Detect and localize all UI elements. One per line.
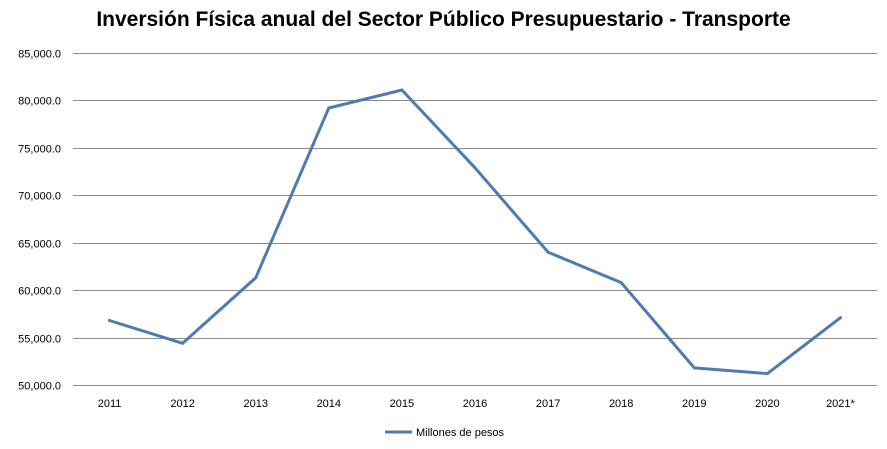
data-point bbox=[181, 341, 185, 345]
y-axis: 50,000.0 55,000.0 60,000.0 65,000.0 70,000.0… bbox=[18, 49, 61, 393]
x-tick-label: 2019 bbox=[682, 398, 706, 410]
y-tick-label: 80,000.0 bbox=[18, 96, 61, 108]
x-tick-label: 2013 bbox=[243, 398, 267, 410]
grid-lines bbox=[73, 53, 877, 386]
x-tick-label: 2012 bbox=[170, 398, 194, 410]
data-point bbox=[108, 319, 111, 322]
y-tick-label: 85,000.0 bbox=[18, 49, 61, 61]
legend: Millones de pesos bbox=[385, 427, 505, 439]
series-lines bbox=[108, 88, 842, 376]
data-point bbox=[473, 166, 477, 170]
x-tick-label: 2020 bbox=[755, 398, 779, 410]
x-tick-label: 2011 bbox=[98, 398, 122, 410]
data-point bbox=[546, 250, 550, 254]
x-tick-label: 2015 bbox=[390, 398, 414, 410]
x-tick-label: 2014 bbox=[317, 398, 341, 410]
chart-title: Inversión Física anual del Sector Públic… bbox=[96, 8, 791, 31]
y-tick-label: 55,000.0 bbox=[18, 334, 61, 346]
x-tick-label: 2016 bbox=[463, 398, 487, 410]
x-tick-label: 2017 bbox=[536, 398, 560, 410]
x-tick-label: 2018 bbox=[609, 398, 633, 410]
legend-label: Millones de pesos bbox=[416, 427, 505, 439]
data-point bbox=[254, 276, 258, 280]
data-point bbox=[327, 106, 331, 110]
y-tick-label: 60,000.0 bbox=[18, 286, 61, 298]
data-point bbox=[400, 88, 404, 92]
series-line bbox=[108, 88, 842, 376]
y-tick-label: 70,000.0 bbox=[18, 191, 61, 203]
data-point bbox=[839, 316, 842, 320]
x-tick-label: 2021* bbox=[826, 398, 855, 410]
x-axis: 2011 2012 2013 2014 2015 2016 2017 2018 2019 2020… bbox=[98, 398, 856, 410]
y-tick-label: 75,000.0 bbox=[18, 144, 61, 156]
y-tick-label: 50,000.0 bbox=[18, 381, 61, 393]
data-point bbox=[692, 366, 696, 370]
data-point bbox=[619, 281, 623, 285]
y-tick-label: 65,000.0 bbox=[18, 239, 61, 251]
data-point bbox=[765, 372, 769, 376]
